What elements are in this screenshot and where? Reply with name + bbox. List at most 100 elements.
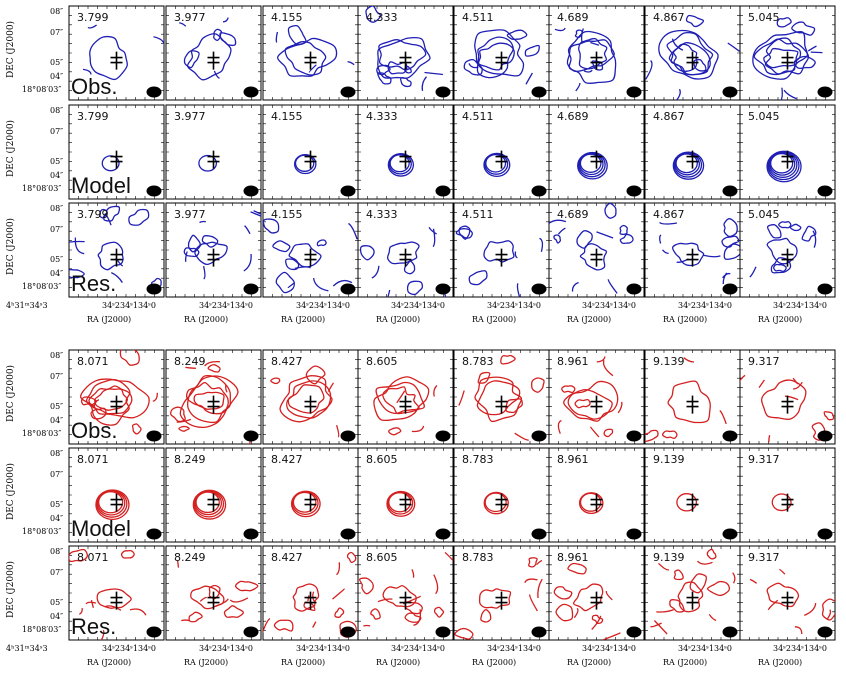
contour-line [567, 30, 617, 85]
x-axis-label: RA (J2000) [281, 658, 325, 667]
dec-tick-label: 07″ [50, 127, 63, 136]
ra-tick-label: 34ˢ0 [618, 301, 636, 310]
ra-tick-label: 34ˢ0 [714, 644, 732, 653]
noise-contour [202, 265, 206, 280]
ra-tick-label: 34ˢ2 [296, 644, 314, 653]
ra-tick-label: 34ˢ1 [217, 301, 235, 310]
x-axis-label: RA (J2000) [758, 315, 802, 324]
beam-ellipse [340, 185, 356, 197]
source-marker [399, 395, 412, 414]
contour-line [567, 388, 613, 420]
noise-contour [580, 28, 584, 44]
panel-ticks [263, 203, 358, 297]
noise-contour [524, 578, 538, 584]
panel-ticks [263, 350, 358, 444]
ra-tick-label: 34ˢ1 [314, 301, 332, 310]
contour-line [286, 380, 332, 419]
source-marker [781, 248, 794, 267]
ra-tick-label: 34ˢ2 [199, 644, 217, 653]
channel-velocity-label: 8.605 [366, 453, 398, 466]
x-axis-label: RA (J2000) [758, 658, 802, 667]
noise-contour [571, 281, 579, 292]
noise-contour [823, 411, 835, 421]
source-marker [686, 248, 699, 267]
panel-ticks [549, 448, 644, 542]
channel-velocity-label: 9.317 [748, 453, 780, 466]
source-marker [686, 493, 699, 512]
beam-ellipse [340, 626, 356, 638]
noise-contour [650, 622, 662, 628]
beam-ellipse [531, 528, 547, 540]
noise-contour [480, 609, 492, 623]
channel-velocity-label: 4.333 [366, 208, 398, 221]
contour-line [677, 581, 704, 613]
channel-velocity-label: 4.155 [271, 11, 303, 24]
noise-contour [253, 210, 261, 215]
noise-contour [312, 621, 317, 628]
noise-contour [213, 70, 220, 79]
noise-contour [104, 605, 122, 611]
channel-panel: 8.783 [453, 447, 550, 543]
panel-ticks [69, 203, 164, 297]
noise-contour [287, 282, 295, 289]
contour-set [645, 357, 727, 443]
channel-panel: 4.511 [453, 5, 550, 101]
noise-contour [396, 390, 406, 404]
source-marker [399, 51, 412, 70]
channel-panel: 8.961 [548, 349, 645, 445]
noise-contour [590, 41, 600, 46]
x-axis-label: RA (J2000) [663, 315, 707, 324]
noise-contour [433, 385, 438, 397]
noise-contour [100, 629, 105, 640]
beam-ellipse [435, 86, 451, 98]
noise-contour [619, 224, 628, 236]
panel-ticks [263, 448, 358, 542]
contour-line [572, 583, 604, 612]
model-contour [676, 493, 698, 512]
contour-line [753, 38, 810, 76]
dec-tick-label: 04″ [50, 171, 63, 180]
source-marker [686, 150, 699, 169]
row-label: Obs. [71, 418, 117, 443]
ra-tick-label: 34ˢ0 [235, 644, 253, 653]
source-marker [110, 248, 123, 267]
contour-line [668, 42, 711, 76]
source-marker [399, 248, 412, 267]
noise-contour [188, 611, 203, 623]
noise-contour [284, 258, 300, 271]
noise-contour [703, 254, 721, 258]
source-marker [590, 248, 603, 267]
noise-contour [557, 227, 566, 235]
source-marker [207, 591, 220, 610]
contour-line [276, 37, 338, 77]
ra-origin-label: 4ʰ31ᵐ34ˢ3 [6, 301, 48, 310]
noise-contour [675, 88, 681, 100]
noise-contour [749, 266, 757, 278]
source-marker [495, 591, 508, 610]
contour-set [290, 490, 321, 518]
channel-velocity-label: 9.317 [748, 551, 780, 564]
contour-set [463, 29, 540, 85]
noise-contour [780, 87, 783, 100]
panel-ticks [454, 105, 549, 199]
model-contour [198, 154, 218, 172]
beam-ellipse [626, 528, 642, 540]
contour-line [378, 39, 427, 71]
ra-tick-label: 34ˢ2 [678, 301, 696, 310]
noise-contour [561, 385, 576, 394]
noise-contour [589, 426, 600, 438]
noise-contour [358, 577, 374, 595]
noise-contour [223, 605, 244, 618]
contour-line [382, 584, 417, 608]
contour-set [263, 218, 358, 294]
beam-ellipse [146, 430, 162, 442]
noise-contour [294, 266, 311, 270]
noise-contour [740, 374, 746, 383]
contour-set [82, 24, 164, 94]
noise-contour [549, 219, 567, 225]
channel-velocity-label: 8.961 [557, 453, 589, 466]
channel-panel: 8.605 [357, 349, 454, 445]
beam-ellipse [435, 528, 451, 540]
noise-contour [428, 227, 437, 235]
channel-panel: 4.867 [644, 5, 741, 101]
